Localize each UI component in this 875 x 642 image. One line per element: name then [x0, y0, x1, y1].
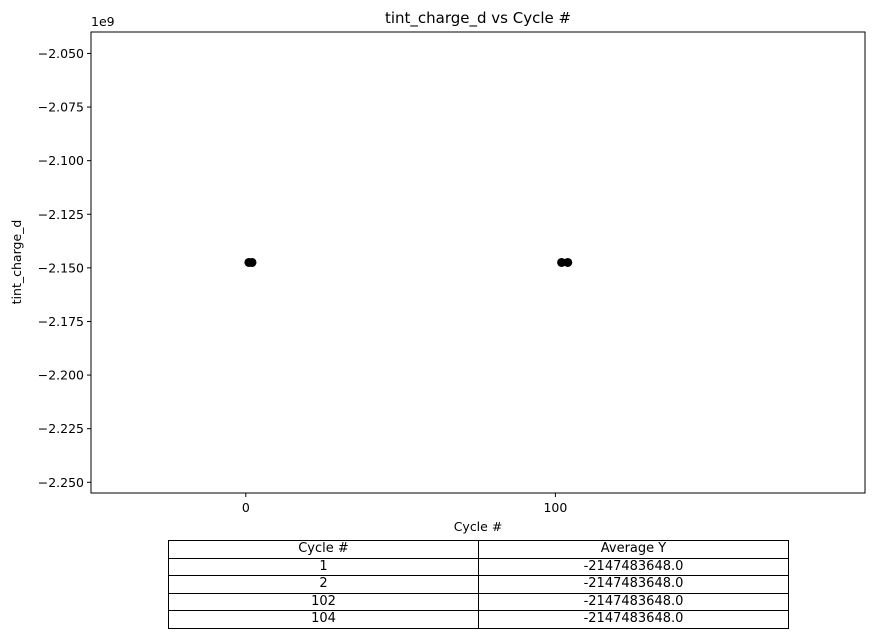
- x-tick-label: 0: [242, 500, 250, 515]
- x-axis-ticks: 0 100: [242, 493, 567, 515]
- y-axis-label: tint_charge_d: [9, 220, 24, 305]
- table-cell-cycle: 2: [168, 575, 479, 594]
- table-cell-average-y: -2147483648.0: [478, 592, 789, 611]
- data-point: [557, 257, 567, 267]
- x-axis-label: Cycle #: [454, 519, 503, 534]
- table-header-cycle: Cycle #: [168, 540, 479, 559]
- x-tick-label: 100: [543, 500, 567, 515]
- y-tick-label: −2.175: [38, 314, 84, 329]
- chart-title: tint_charge_d vs Cycle #: [385, 9, 571, 28]
- y-tick-label: −2.050: [38, 46, 84, 61]
- y-offset-label: 1e9: [91, 14, 115, 29]
- plot-frame: [90, 31, 866, 494]
- y-tick-label: −2.125: [38, 207, 84, 222]
- data-point: [247, 257, 257, 267]
- y-tick-label: −2.150: [38, 260, 84, 275]
- table-cell-average-y: -2147483648.0: [478, 557, 789, 576]
- data-point: [563, 257, 573, 267]
- table-row: 104 -2147483648.0: [168, 610, 789, 629]
- y-tick-label: −2.100: [38, 153, 84, 168]
- y-tick-label: −2.225: [38, 421, 84, 436]
- table-row: 102 -2147483648.0: [168, 592, 789, 611]
- summary-table: Cycle # Average Y 1 -2147483648.0 2 -214…: [168, 540, 789, 629]
- table-row: 2 -2147483648.0: [168, 575, 789, 594]
- data-points: [244, 257, 573, 267]
- table-header-average-y: Average Y: [478, 540, 789, 559]
- table-header-row: Cycle # Average Y: [168, 540, 789, 559]
- table-cell-average-y: -2147483648.0: [478, 610, 789, 629]
- table-row: 1 -2147483648.0: [168, 557, 789, 576]
- scatter-chart: tint_charge_d vs Cycle # 1e9 −2.050 −2.07…: [9, 9, 866, 534]
- table-cell-cycle: 104: [168, 610, 479, 629]
- y-tick-label: −2.075: [38, 100, 84, 115]
- y-axis-ticks: −2.050 −2.075 −2.100 −2.125 −2.150 −2.175 −2.2…: [38, 46, 91, 490]
- y-tick-label: −2.200: [38, 368, 84, 383]
- table-cell-average-y: -2147483648.0: [478, 575, 789, 594]
- y-tick-label: −2.250: [38, 475, 84, 490]
- table-cell-cycle: 1: [168, 557, 479, 576]
- table-cell-cycle: 102: [168, 592, 479, 611]
